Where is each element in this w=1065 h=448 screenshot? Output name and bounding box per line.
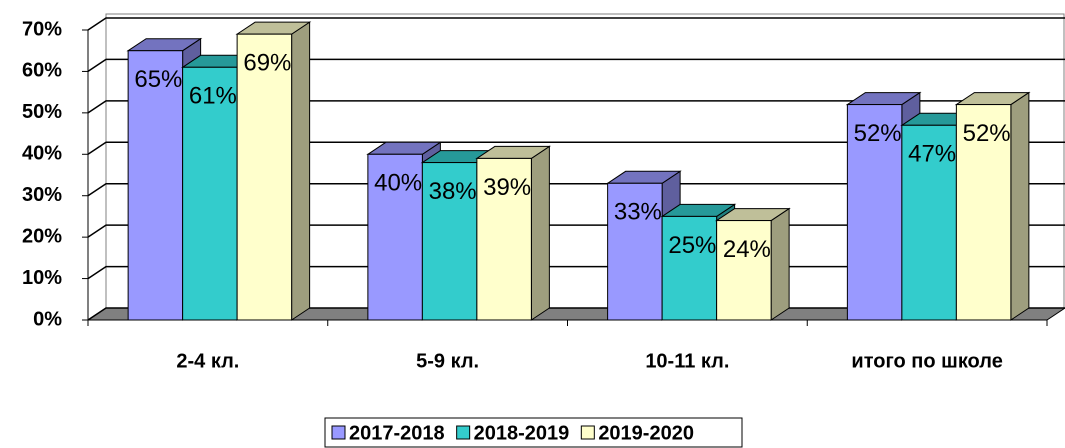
data-label: 69% bbox=[243, 49, 291, 76]
x-tick-label: 10-11 кл. bbox=[645, 350, 729, 372]
bar bbox=[182, 66, 238, 321]
bar-side bbox=[530, 145, 550, 321]
y-tick-label: 50% bbox=[22, 101, 62, 123]
y-tick-label: 20% bbox=[22, 225, 62, 247]
legend-label: 2018-2019 bbox=[474, 422, 570, 444]
data-label: 38% bbox=[429, 178, 477, 205]
legend-swatch bbox=[456, 425, 471, 440]
x-tick-label: 2-4 кл. bbox=[176, 350, 239, 372]
bar bbox=[421, 162, 478, 321]
bar bbox=[236, 33, 293, 321]
y-tick-label: 10% bbox=[22, 267, 62, 289]
data-label: 65% bbox=[134, 66, 182, 93]
y-tick-label: 40% bbox=[22, 143, 62, 165]
data-label: 40% bbox=[374, 170, 422, 197]
y-tick-label: 0% bbox=[33, 308, 62, 330]
bar bbox=[476, 157, 532, 321]
data-label: 33% bbox=[614, 199, 662, 226]
grid-line bbox=[87, 141, 1065, 155]
y-tick-label: 70% bbox=[22, 18, 62, 40]
grid-line bbox=[87, 182, 1065, 197]
data-label: 25% bbox=[668, 232, 716, 259]
grid-line bbox=[87, 58, 1065, 73]
legend-swatch bbox=[331, 425, 346, 440]
bar bbox=[607, 182, 663, 321]
grid-line bbox=[87, 17, 1065, 31]
legend-swatch bbox=[580, 425, 595, 440]
data-label: 47% bbox=[908, 141, 956, 168]
data-label: 39% bbox=[483, 174, 531, 201]
side-wall bbox=[87, 17, 107, 321]
x-tick-label: итого по школе bbox=[851, 350, 1002, 372]
data-label: 52% bbox=[963, 120, 1011, 147]
legend-label: 2019-2020 bbox=[598, 422, 694, 444]
data-label: 61% bbox=[189, 83, 237, 110]
bar bbox=[955, 104, 1012, 321]
bar bbox=[661, 215, 718, 321]
grid-line bbox=[87, 100, 1065, 114]
bar-side bbox=[770, 207, 790, 321]
data-label: 24% bbox=[723, 236, 771, 263]
bar bbox=[716, 220, 772, 321]
bar bbox=[846, 104, 903, 321]
bar-side bbox=[1010, 91, 1030, 321]
y-tick-label: 30% bbox=[22, 184, 62, 206]
x-tick-label: 5-9 кл. bbox=[416, 350, 479, 372]
y-tick-label: 60% bbox=[22, 60, 62, 82]
legend-label: 2017-2018 bbox=[349, 422, 445, 444]
data-label: 52% bbox=[854, 120, 902, 147]
legend-box bbox=[324, 417, 743, 448]
bar-side bbox=[291, 21, 311, 321]
bar bbox=[367, 153, 423, 321]
